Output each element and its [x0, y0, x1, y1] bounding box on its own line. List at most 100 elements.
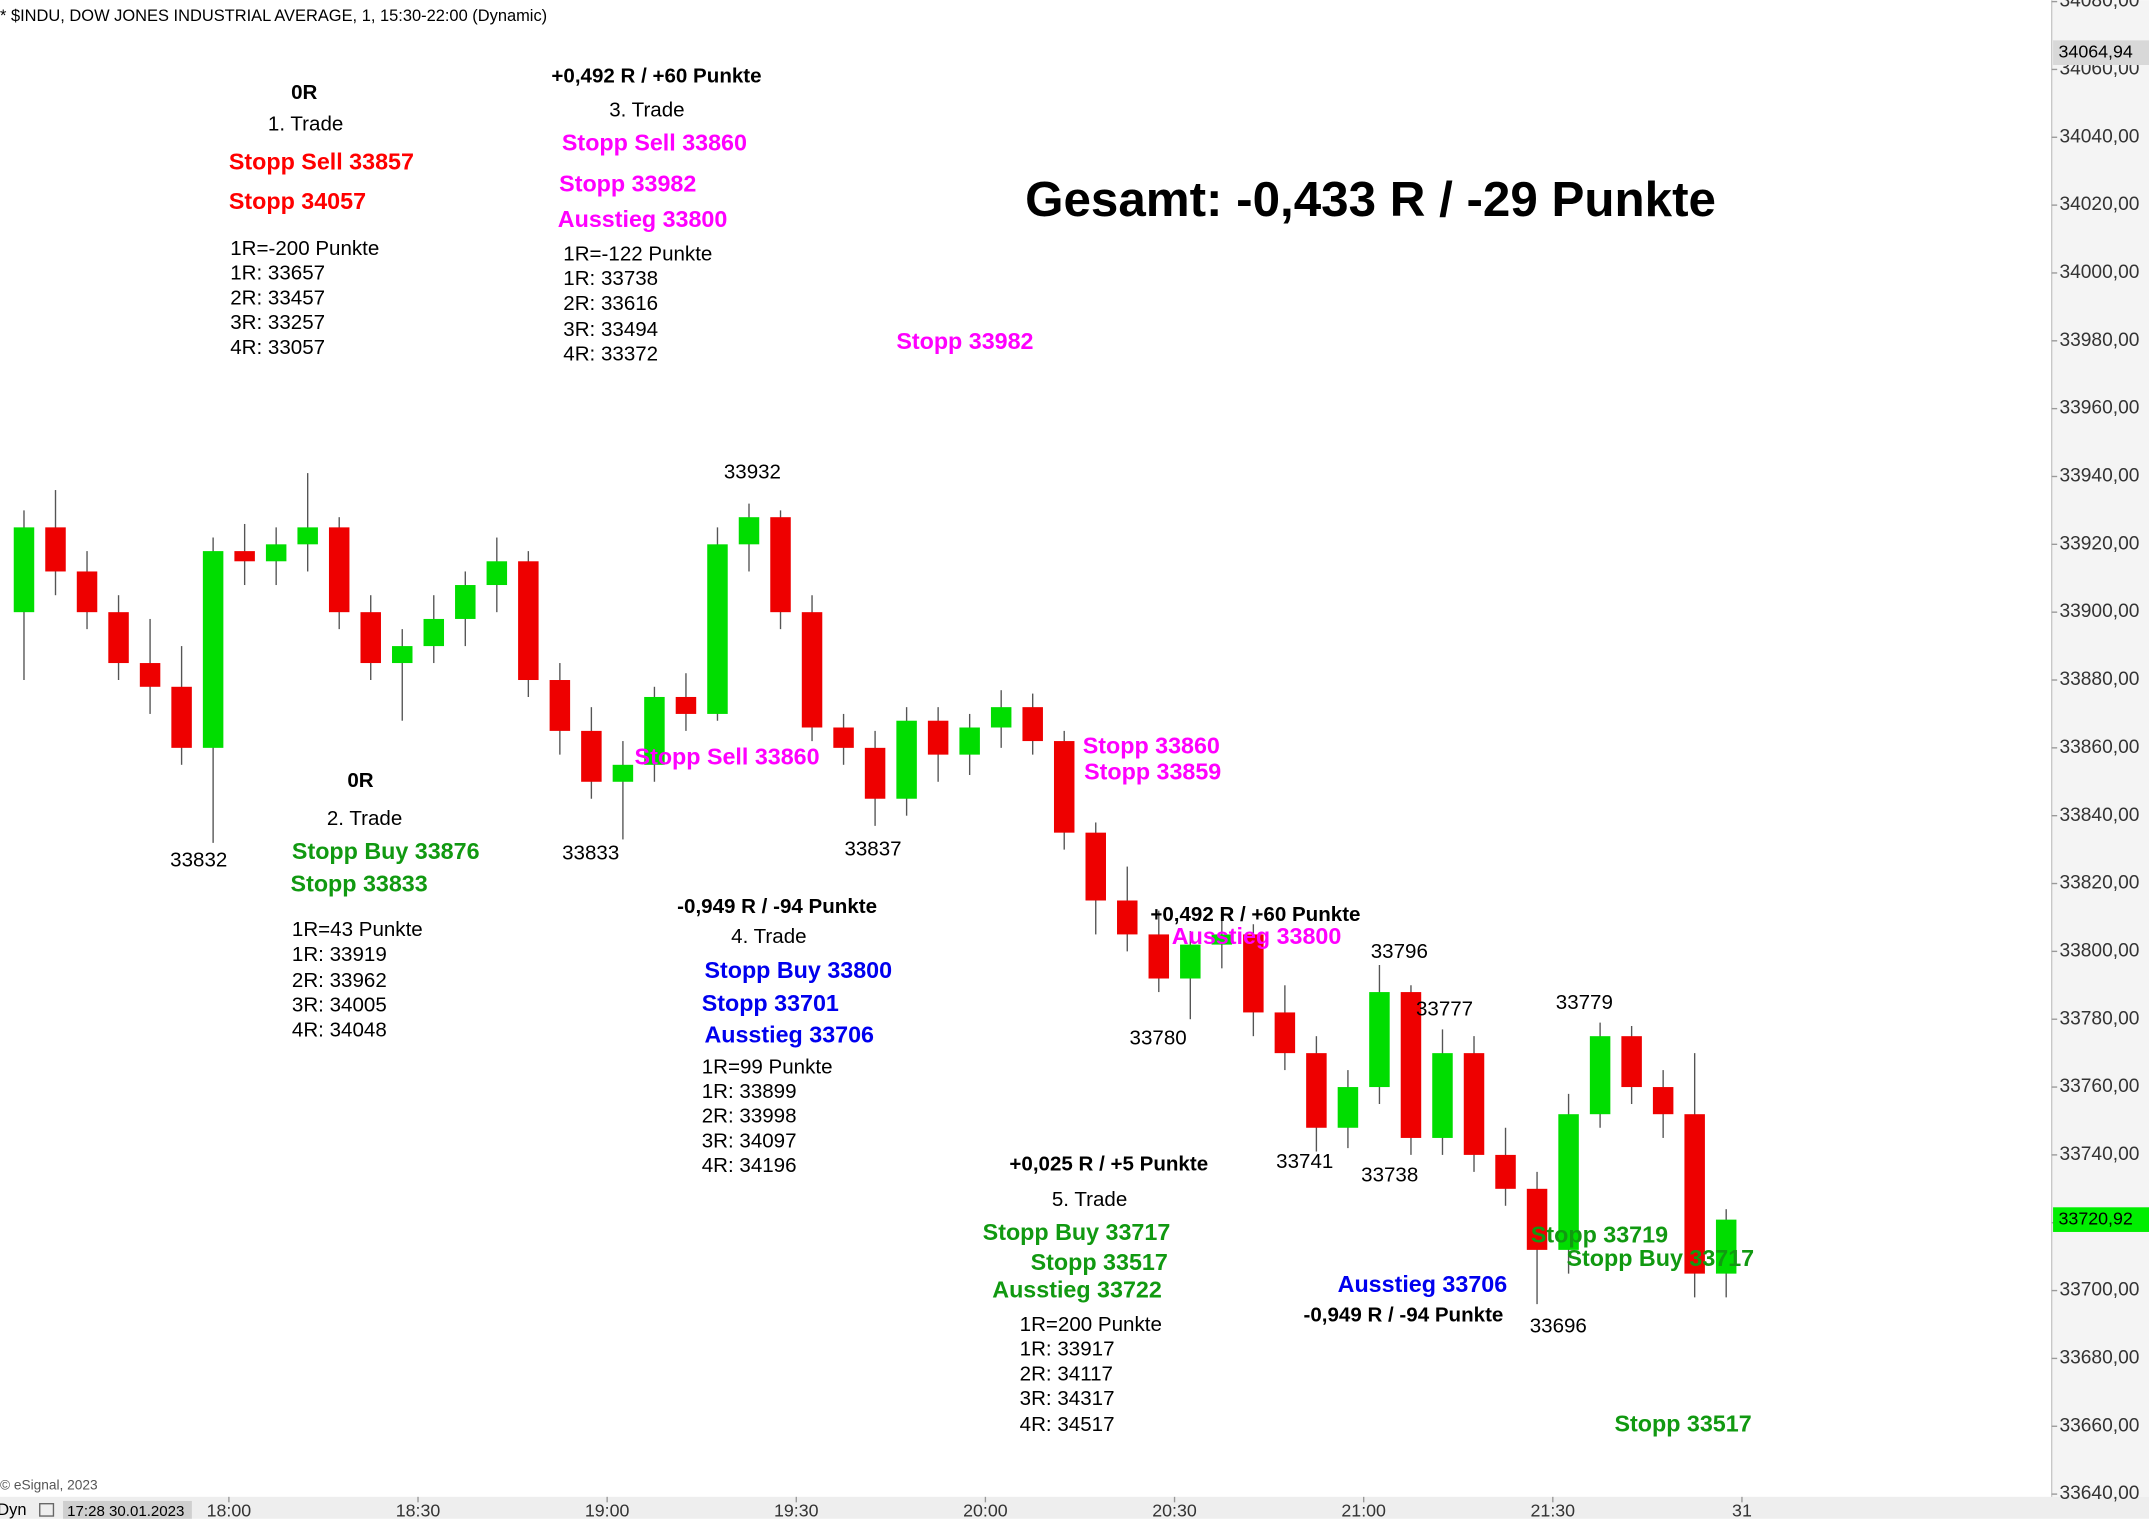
candle-body	[1621, 1036, 1642, 1088]
annotation: 1R: 33657	[230, 262, 325, 285]
annotation: 1R: 33919	[292, 943, 387, 966]
candle-body	[265, 544, 287, 562]
annotation: 3R: 34005	[292, 994, 387, 1017]
candle-body	[896, 720, 917, 799]
annotation: 1. Trade	[268, 112, 343, 135]
price-label-box	[2053, 1207, 2149, 1232]
candle-body	[1022, 707, 1043, 742]
candle-body	[1053, 741, 1075, 833]
annotation: Stopp 33859	[1084, 758, 1221, 784]
x-tick-label: 31	[1732, 1501, 1752, 1519]
annotation: 33779	[1556, 991, 1613, 1014]
annotation: 4R: 34196	[702, 1154, 797, 1177]
candle-body	[1400, 992, 1422, 1138]
candle-body	[139, 663, 161, 687]
annotation: 1R=99 Punkte	[702, 1055, 833, 1078]
candle-body	[76, 571, 98, 613]
y-tick-label: 34000,00	[2059, 262, 2139, 283]
price-label-box	[2053, 40, 2149, 66]
x-tick-label: 20:30	[1152, 1501, 1197, 1519]
annotation: 1R=-122 Punkte	[563, 243, 712, 266]
annotation: Ausstieg 33722	[992, 1276, 1162, 1302]
annotation: 33796	[1371, 940, 1428, 963]
mode-label[interactable]: Dyn	[0, 1501, 26, 1519]
cursor-label: 17:28 30.01.2023	[67, 1503, 184, 1519]
y-tick-label: 33880,00	[2059, 669, 2139, 690]
annotation: 4R: 33372	[563, 343, 658, 366]
annotation: 33696	[1530, 1314, 1587, 1337]
annotation: 33837	[844, 837, 901, 860]
y-tick-label: 33920,00	[2059, 533, 2139, 554]
candle-body	[675, 696, 697, 714]
candle-body	[108, 612, 129, 664]
annotation: 3. Trade	[609, 99, 684, 122]
annotation: -0,949 R / -94 Punkte	[1304, 1303, 1504, 1326]
annotation: 1R: 33738	[563, 267, 658, 290]
y-tick-label: 33800,00	[2059, 940, 2139, 961]
y-tick-label: 33900,00	[2059, 601, 2139, 622]
lock-icon[interactable]	[39, 1503, 55, 1517]
candle-body	[45, 527, 66, 572]
y-tick-label: 34080,00	[2059, 0, 2139, 12]
candle-body	[1369, 992, 1390, 1088]
annotation: Ausstieg 33800	[1172, 923, 1342, 949]
annotation: 0R	[291, 81, 317, 104]
annotation: Ausstieg 33706	[1338, 1271, 1508, 1297]
annotation: Stopp 34057	[229, 188, 366, 214]
candle-body	[1495, 1154, 1516, 1189]
x-tick-label: 19:30	[774, 1501, 819, 1519]
annotation: 33738	[1361, 1164, 1418, 1187]
annotation: Stopp Sell 33860	[562, 129, 747, 155]
candle-body	[581, 730, 602, 782]
candle-body	[1463, 1053, 1485, 1155]
copyright: © eSignal, 2023	[0, 1478, 98, 1493]
x-tick-label: 18:30	[396, 1501, 441, 1519]
candle-body	[392, 646, 413, 664]
candle-body	[1526, 1188, 1548, 1250]
price-label: 33720,92	[2059, 1208, 2133, 1228]
annotation: Stopp Sell 33860	[635, 743, 820, 769]
x-tick-label: 18:00	[207, 1501, 252, 1519]
candle-body	[801, 612, 823, 728]
annotation: 33777	[1416, 998, 1473, 1021]
annotation: Stopp 33517	[1031, 1249, 1168, 1275]
annotation: 0R	[347, 769, 373, 792]
y-tick-label: 34040,00	[2059, 126, 2139, 147]
annotation: 2R: 33616	[563, 292, 658, 315]
candle-body	[234, 551, 255, 562]
y-tick-label: 33680,00	[2059, 1347, 2139, 1368]
annotation: 2R: 33998	[702, 1105, 797, 1128]
annotation: 3R: 33494	[563, 318, 658, 341]
annotation: 2R: 33962	[292, 969, 387, 992]
candle-body	[549, 680, 571, 731]
candle-body	[959, 727, 980, 755]
annotation: 33741	[1276, 1150, 1333, 1173]
annotation: 2R: 34117	[1020, 1362, 1113, 1385]
annotation: Stopp Sell 33857	[229, 148, 414, 174]
candle-body	[707, 544, 728, 714]
annotation: Stopp 33833	[291, 871, 428, 897]
time-axis-panel	[0, 1496, 2149, 1519]
candle-body	[202, 551, 224, 748]
candle-body	[518, 561, 539, 681]
annotation: 2. Trade	[327, 807, 402, 830]
y-tick-label: 34020,00	[2059, 194, 2139, 215]
candle-body	[328, 527, 350, 613]
candle-body	[770, 517, 791, 613]
candle-body	[612, 764, 634, 782]
annotation: 3R: 34097	[702, 1129, 797, 1152]
y-tick-label: 33640,00	[2059, 1483, 2139, 1504]
annotation: +0,492 R / +60 Punkte	[1150, 903, 1360, 926]
annotation: 4R: 34048	[292, 1018, 387, 1041]
candle-body	[1148, 934, 1170, 979]
annotation: Ausstieg 33800	[558, 206, 728, 232]
y-tick-label: 33660,00	[2059, 1415, 2139, 1436]
annotation: +0,025 R / +5 Punkte	[1009, 1153, 1208, 1176]
candle-body	[1684, 1114, 1705, 1274]
annotation: 1R: 33899	[702, 1080, 797, 1103]
x-tick-label: 21:30	[1531, 1501, 1576, 1519]
candle-body	[927, 720, 949, 755]
y-tick-label: 33960,00	[2059, 398, 2139, 419]
price-axis-panel	[2051, 0, 2149, 1497]
